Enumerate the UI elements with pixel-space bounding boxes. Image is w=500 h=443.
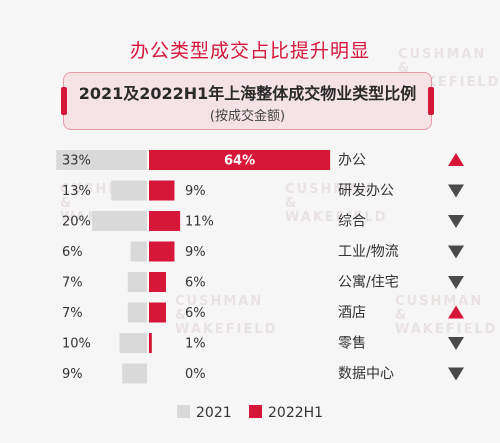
data-label-2022h1: 9% [185,184,206,199]
watermark: CUSHMAN & WAKEFIELD [395,294,498,337]
data-label-2021: 20% [62,215,91,230]
chart-row [56,150,464,170]
category-label: 零售 [338,336,366,352]
watermark: CUSHMAN & WAKEFIELD [285,182,388,225]
chart-row [127,272,464,292]
bar-2022h1 [149,272,166,292]
category-label: 公寓/住宅 [338,274,399,291]
trend-down-icon [448,245,464,259]
bar-2021 [111,180,147,201]
trend-down-icon [448,337,464,350]
bar-2021 [130,241,147,262]
chart-row [122,363,464,384]
trend-up-icon [448,305,464,319]
data-label-2021: 7% [62,276,83,291]
data-label-2021: 7% [62,306,83,321]
legend-label-2021: 2021 [196,405,232,421]
headline: 办公类型成交占比提升明显 [129,40,370,62]
data-label-2022h1: 1% [185,337,206,352]
bar-2022h1 [149,211,181,231]
trend-down-icon [448,215,464,228]
data-label-2022h1: 11% [185,215,214,230]
category-label: 工业/物流 [338,244,399,260]
trend-down-icon [448,184,464,198]
data-label-2022h1: 6% [185,276,206,291]
title-box: 2021及2022H1年上海整体成交物业类型比例 (按成交金额) [61,72,434,130]
bar-2021 [119,333,147,353]
category-label: 办公 [338,153,366,169]
bar-2021 [122,363,147,384]
chart-row [119,333,464,353]
chart-row [127,302,464,323]
data-label-2022h1: 64% [224,154,255,169]
category-label: 研发办公 [338,183,394,199]
chart-title: 2021及2022H1年上海整体成交物业类型比例 [78,84,417,103]
data-label-2021: 13% [62,184,91,199]
data-label-2022h1: 0% [185,367,206,382]
chart-row [130,241,464,262]
watermark: CUSHMAN & WAKEFIELD [175,294,278,337]
legend-label-2022h1: 2022H1 [268,405,323,421]
title-bracket-right [428,87,434,115]
data-label-2021: 6% [62,245,83,260]
data-label-2022h1: 6% [185,306,206,321]
legend-swatch-2021 [177,405,190,418]
data-label-2021: 33% [62,154,91,169]
bar-2022h1 [149,150,331,170]
category-label: 综合 [338,214,366,230]
data-label-2021: 9% [62,367,83,382]
trend-down-icon [448,367,464,381]
bar-2022h1 [149,241,175,262]
bar-2021 [127,272,147,292]
category-label: 数据中心 [338,366,394,382]
data-label-2022h1: 9% [185,245,206,260]
trend-up-icon [448,153,464,166]
bar-2021 [92,211,147,231]
category-label: 酒店 [338,305,366,321]
bar-2022h1 [149,302,166,323]
bar-2022h1 [149,333,152,353]
chart-row [92,211,464,231]
bar-2021 [127,302,147,323]
bar-2021 [56,150,147,170]
bar-2022h1 [149,180,175,201]
title-bracket-left [61,87,67,115]
trend-down-icon [448,276,464,289]
chart-row [111,180,464,201]
data-label-2021: 10% [62,337,91,352]
chart-subtitle: (按成交金额) [209,109,286,124]
legend-swatch-2022h1 [249,405,262,418]
